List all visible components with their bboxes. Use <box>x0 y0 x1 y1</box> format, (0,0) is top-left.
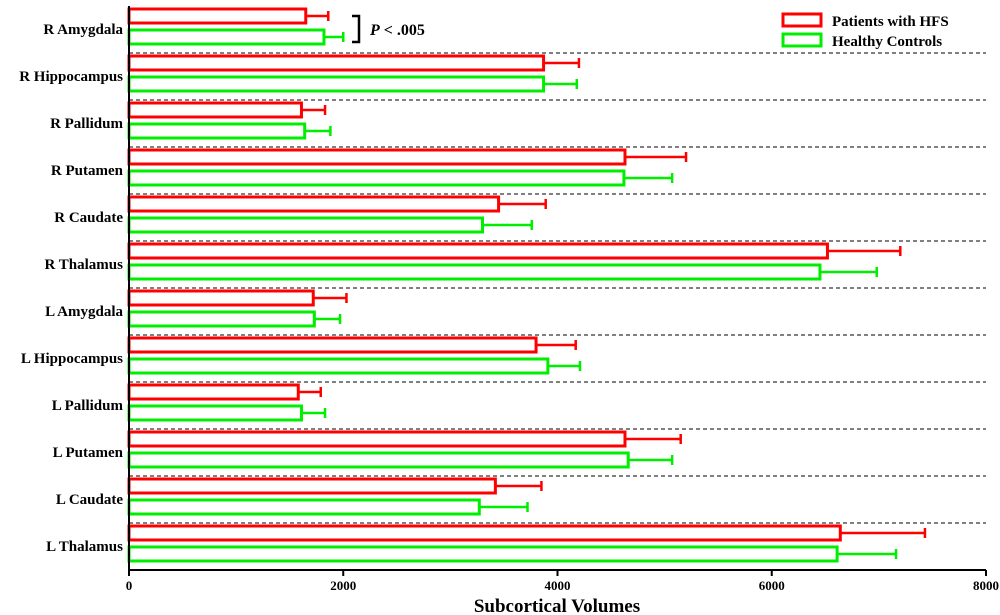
legend: Patients with HFS Healthy Controls <box>781 12 949 50</box>
bar-controls-l-amygdala <box>127 310 316 328</box>
bar-controls-l-pallidum <box>127 404 303 422</box>
bar-controls-l-hippocampus <box>127 357 550 375</box>
category-label-r-amygdala: R Amygdala <box>43 22 123 38</box>
bar-controls-l-thalamus <box>127 545 839 563</box>
bar-patients-l-putamen <box>127 430 627 448</box>
significance-value: < .005 <box>380 22 425 39</box>
bars-group <box>127 7 842 563</box>
significance-bracket <box>352 14 361 44</box>
bar-controls-r-putamen <box>127 169 626 187</box>
legend-swatch-patients <box>781 12 823 28</box>
x-axis-title: Subcortical Volumes <box>474 596 640 615</box>
bar-patients-r-putamen <box>127 148 627 166</box>
category-label-l-putamen: L Putamen <box>53 445 124 461</box>
bar-patients-l-hippocampus <box>127 336 538 354</box>
category-label-r-caudate: R Caudate <box>54 210 123 226</box>
category-label-r-putamen: R Putamen <box>51 163 124 179</box>
bar-patients-r-thalamus <box>127 242 829 260</box>
bar-controls-l-putamen <box>127 451 630 469</box>
x-ticks-group: 0 2000 4000 6000 8000 <box>126 570 999 593</box>
category-label-l-amygdala: L Amygdala <box>45 304 123 320</box>
category-label-l-hippocampus: L Hippocampus <box>21 351 123 367</box>
bar-patients-l-pallidum <box>127 383 300 401</box>
bar-patients-l-caudate <box>127 477 497 495</box>
bar-patients-r-caudate <box>127 195 501 213</box>
x-tick-label-8000: 8000 <box>973 578 999 593</box>
category-labels: R Amygdala R Hippocampus R Pallidum R Putam… <box>19 22 123 555</box>
bar-patients-r-hippocampus <box>127 54 546 72</box>
category-label-r-pallidum: R Pallidum <box>50 116 123 132</box>
bar-patients-r-pallidum <box>127 101 303 119</box>
significance-text: P < .005 <box>369 22 425 39</box>
significance-annotation: P < .005 <box>352 14 425 44</box>
category-label-r-hippocampus: R Hippocampus <box>19 69 123 85</box>
category-label-l-pallidum: L Pallidum <box>52 398 124 414</box>
x-tick-label-0: 0 <box>126 578 133 593</box>
bar-controls-r-hippocampus <box>127 75 546 93</box>
category-separators <box>129 52 986 524</box>
x-tick-label-2000: 2000 <box>330 578 356 593</box>
x-tick-label-4000: 4000 <box>545 578 571 593</box>
bar-patients-l-thalamus <box>127 524 842 542</box>
x-tick-label-6000: 6000 <box>759 578 785 593</box>
bar-controls-r-amygdala <box>127 28 326 46</box>
bar-controls-r-caudate <box>127 216 485 234</box>
legend-label-controls: Healthy Controls <box>832 34 942 50</box>
category-label-l-thalamus: L Thalamus <box>46 539 123 555</box>
bar-controls-r-thalamus <box>127 263 822 281</box>
category-label-r-thalamus: R Thalamus <box>44 257 123 273</box>
significance-p: P <box>369 22 380 39</box>
legend-swatch-controls <box>781 32 823 48</box>
legend-label-patients: Patients with HFS <box>832 14 949 30</box>
bar-patients-r-amygdala <box>127 7 308 25</box>
bar-patients-l-amygdala <box>127 289 315 307</box>
error-bars-group <box>298 11 927 559</box>
bar-controls-r-pallidum <box>127 122 307 140</box>
bar-controls-l-caudate <box>127 498 481 516</box>
category-label-l-caudate: L Caudate <box>56 492 123 508</box>
